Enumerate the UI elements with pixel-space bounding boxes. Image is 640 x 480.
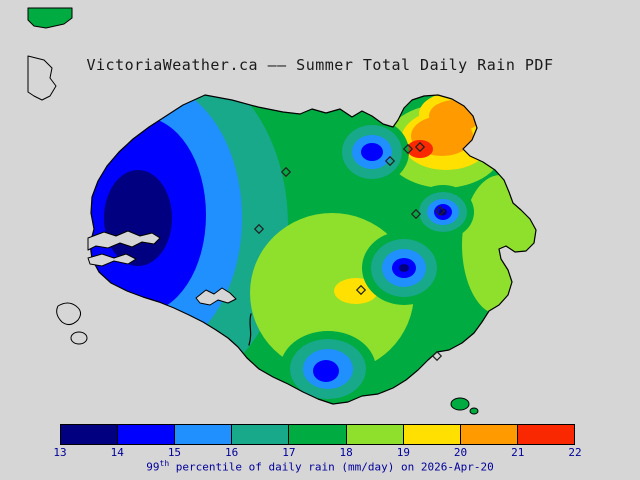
colorbar-tick-label: 16	[225, 446, 239, 459]
caption-text: percentile of daily rain (mm/day) on 202…	[169, 460, 494, 474]
colorbar-segment	[460, 425, 518, 444]
station-marker	[410, 208, 422, 220]
station-markers	[253, 141, 446, 362]
colorbar-tick-label: 15	[167, 446, 182, 459]
cool-spot-south	[280, 331, 376, 404]
coastline	[89, 94, 537, 405]
contour-band	[361, 143, 383, 161]
station-marker	[431, 350, 443, 362]
colorbar-tick-label: 21	[511, 446, 525, 459]
caption-superscript: th	[159, 459, 170, 468]
contour-band	[104, 170, 172, 266]
islet-southeast-2	[469, 407, 479, 415]
colorbar-segment	[403, 425, 461, 444]
colorbar-caption: 99th percentile of daily rain (mm/day) o…	[0, 459, 640, 474]
colorbar-segment	[118, 425, 176, 444]
colorbar-segment	[346, 425, 404, 444]
colorbar-tick-label: 22	[568, 446, 582, 459]
colorbar-tick-label: 20	[453, 446, 468, 459]
colorbar-segment	[232, 425, 290, 444]
islet-southwest-1	[56, 302, 82, 326]
station-marker	[402, 143, 414, 155]
contour-band	[407, 140, 433, 158]
land-fragment-top-left	[27, 7, 73, 29]
colorbar-tick-label: 18	[339, 446, 353, 459]
island-fragment-left-edge	[27, 55, 57, 101]
station-marker	[434, 205, 446, 217]
station-marker	[384, 155, 396, 167]
colorbar-segment	[517, 425, 574, 444]
colorbar-tick-label: 19	[396, 446, 410, 459]
contour-band	[313, 360, 339, 382]
inlet-sooke	[87, 230, 161, 251]
colorbar-segment	[175, 425, 233, 444]
colorbar-tick-label: 14	[110, 446, 124, 459]
colorbar-tick-label: 13	[53, 446, 67, 459]
islet-southwest-2	[70, 331, 88, 345]
station-marker	[414, 141, 426, 153]
colorbar: 13 14 15 16 17 18 19 20 21 22	[53, 424, 582, 460]
lake-line	[248, 313, 252, 346]
caption-number: 99	[146, 460, 160, 474]
islet-southeast-1	[450, 397, 470, 411]
station-marker	[253, 223, 265, 235]
colorbar-tick-label: 17	[282, 446, 296, 459]
colorbar-segment	[61, 425, 119, 444]
plot-title: VictoriaWeather.ca —— Summer Total Daily…	[86, 56, 554, 74]
station-marker	[355, 284, 367, 296]
station-marker	[280, 166, 292, 178]
colorbar-segments	[60, 424, 575, 445]
colorbar-segment	[289, 425, 347, 444]
colorbar-ticks: 13 14 15 16 17 18 19 20 21 22	[53, 446, 581, 460]
harbour-victoria	[195, 287, 237, 306]
inlet-west-small	[87, 253, 137, 267]
contour-band	[399, 264, 409, 272]
cool-spot-north	[335, 119, 409, 185]
cool-spot-centre	[362, 231, 446, 305]
